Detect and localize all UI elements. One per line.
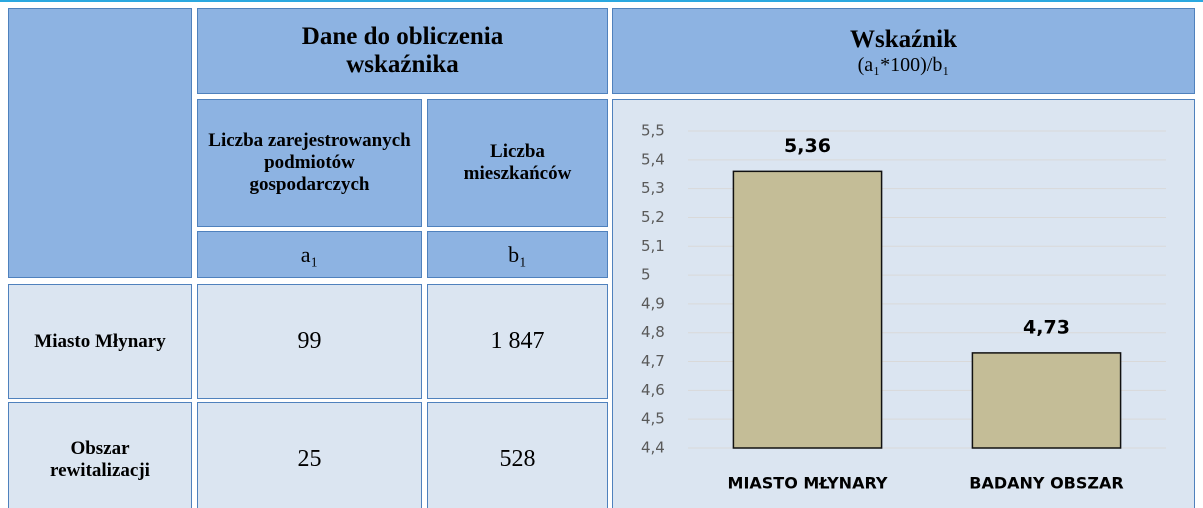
y-tick-label: 4,7	[641, 352, 665, 370]
data-label: 5,36	[784, 135, 831, 157]
symbol-cell: a₁	[197, 231, 422, 278]
chart: 4,4 4,5 4,6 4,7 4,8 4,9 5 5,1 5,2 5,3 5,4 5,5 MIASTO…	[641, 122, 1166, 493]
group-header: Dane do obliczenia wskaźnika	[197, 8, 608, 94]
column-header: Liczba mieszkańców	[427, 99, 608, 227]
chart-cell: 4,4 4,5 4,6 4,7 4,8 4,9 5 5,1 5,2 5,3 5,4 5,5 MIASTO…	[612, 99, 1195, 508]
y-tick-label: 5,1	[641, 237, 665, 255]
y-tick-label: 5,3	[641, 179, 665, 197]
bar	[971, 352, 1122, 449]
y-tick-label: 5,2	[641, 208, 665, 226]
y-tick-label: 4,6	[641, 381, 665, 399]
column-header: Liczba zarejestrowanych podmiotów gospod…	[197, 99, 422, 227]
indicator-title: Wskaźnik	[850, 25, 957, 53]
y-tick-label: 5,5	[641, 122, 665, 140]
data-label: 4,73	[1023, 316, 1070, 338]
row-label: Obszar rewitalizacji	[8, 402, 192, 508]
cell: 528	[427, 402, 608, 508]
x-tick-label: BADANY OBSZAR	[969, 474, 1123, 493]
y-tick-label: 4,5	[641, 410, 665, 428]
corner-cell	[8, 8, 192, 278]
row-label: Miasto Młynary	[8, 284, 192, 399]
symbol-cell: b₁	[427, 231, 608, 278]
indicator-header: Wskaźnik (a₁*100)/b₁	[612, 8, 1195, 94]
cell: 1 847	[427, 284, 608, 399]
y-tick-label: 5,4	[641, 150, 665, 168]
y-tick-label: 4,4	[641, 439, 665, 457]
y-tick-label: 4,9	[641, 294, 665, 312]
y-tick-label: 5	[641, 266, 651, 284]
bar	[732, 170, 883, 449]
x-tick-label: MIASTO MŁYNARY	[728, 474, 888, 493]
y-tick-label: 4,8	[641, 323, 665, 341]
cell: 25	[197, 402, 422, 508]
indicator-formula: (a₁*100)/b₁	[857, 53, 950, 76]
cell: 99	[197, 284, 422, 399]
